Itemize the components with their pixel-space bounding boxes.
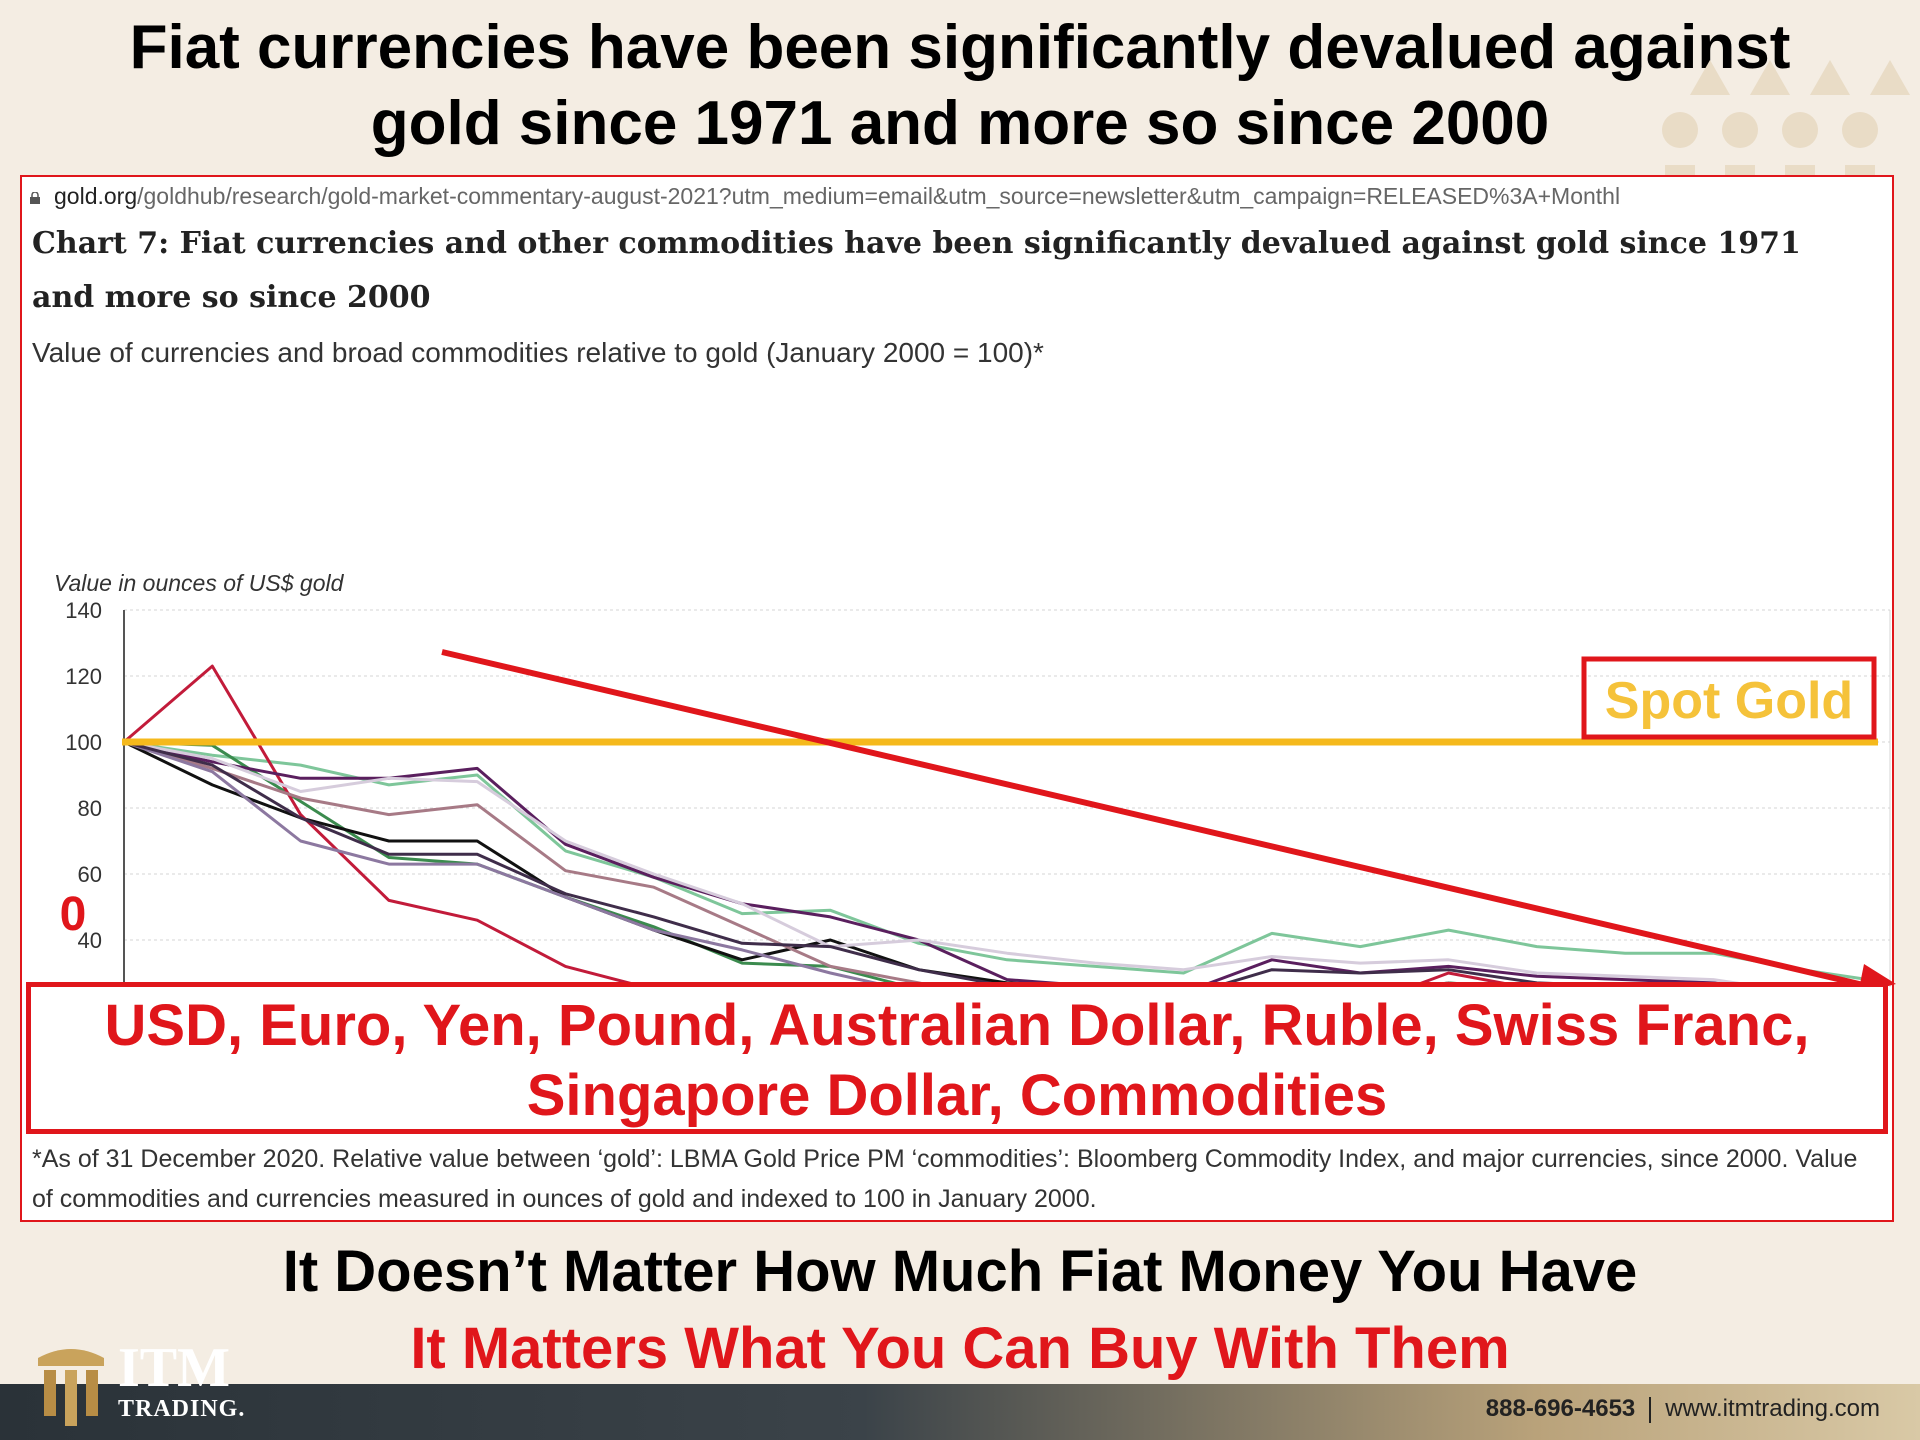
series-line-4 xyxy=(123,664,1532,987)
y-tick-label: 80 xyxy=(78,796,102,821)
y-tick-label: 120 xyxy=(65,664,102,689)
spot-gold-box xyxy=(1581,656,1877,740)
chart-subtitle: Value of currencies and broad commoditie… xyxy=(32,337,1044,368)
callout-line-2: Singapore Dollar, Commodities xyxy=(526,1063,1388,1128)
spot-gold-label: Spot Gold xyxy=(1605,672,1853,730)
footnote: *As of 31 December 2020. Relative value … xyxy=(32,1145,1858,1213)
contact-info: 888-696-4653 www.itmtrading.com xyxy=(1486,1395,1880,1423)
series-line-6 xyxy=(123,740,1471,987)
itm-pillar-logo-icon xyxy=(38,1349,104,1426)
logo-trading: TRADING. xyxy=(118,1396,246,1422)
itm-logo-text: ITM TRADING. xyxy=(118,1340,245,1423)
lock-icon xyxy=(30,191,40,204)
zero-label: 0 xyxy=(59,888,87,941)
series-line-7 xyxy=(123,740,900,987)
tagline-2: It Matters What You Can Buy With Them xyxy=(410,1316,1510,1381)
y-tick-label: 40 xyxy=(78,928,102,953)
y-tick-label: 60 xyxy=(78,862,102,887)
trend-arrow xyxy=(441,649,1873,987)
y-tick-label: 100 xyxy=(65,730,102,755)
article-screenshot: gold.org/goldhub/research/gold-market-co… xyxy=(20,175,1896,1222)
address-bar[interactable]: gold.org/goldhub/research/gold-market-co… xyxy=(30,183,1880,211)
trend-arrowhead xyxy=(1859,964,1896,987)
series-line-5 xyxy=(123,740,1764,987)
headline-line-1: Fiat currencies have been significantly … xyxy=(129,13,1791,82)
y-axis-label: Value in ounces of US$ gold xyxy=(54,570,345,596)
url-path: /goldhub/research/gold-market-commentary… xyxy=(137,183,1621,209)
headline-line-2: gold since 1971 and more so since 2000 xyxy=(370,89,1550,158)
y-tick-label: 140 xyxy=(65,598,102,623)
currency-callout: USD, Euro, Yen, Pound, Australian Dollar… xyxy=(26,982,1888,1134)
series-line-8 xyxy=(123,740,1774,987)
url-domain: gold.org xyxy=(54,183,138,209)
website-link[interactable]: www.itmtrading.com xyxy=(1665,1395,1880,1422)
headline: Fiat currencies have been significantly … xyxy=(40,10,1880,162)
y-tick-labels: 20406080100120140 xyxy=(65,598,102,953)
footer-bar xyxy=(0,1384,1920,1440)
tagline-1: It Doesn’t Matter How Much Fiat Money Yo… xyxy=(282,1239,1638,1304)
separator xyxy=(1649,1396,1652,1423)
article-title: Chart 7: Fiat currencies and other commo… xyxy=(32,226,1801,315)
series-line-1 xyxy=(123,740,1891,985)
callout-line-1: USD, Euro, Yen, Pound, Australian Dollar… xyxy=(104,993,1810,1058)
phone-number: 888-696-4653 xyxy=(1485,1395,1636,1422)
line-chart: Value in ounces of US$ gold 204060801001… xyxy=(54,570,1896,987)
logo-itm: ITM xyxy=(118,1337,230,1399)
series-line-2 xyxy=(123,740,1524,987)
